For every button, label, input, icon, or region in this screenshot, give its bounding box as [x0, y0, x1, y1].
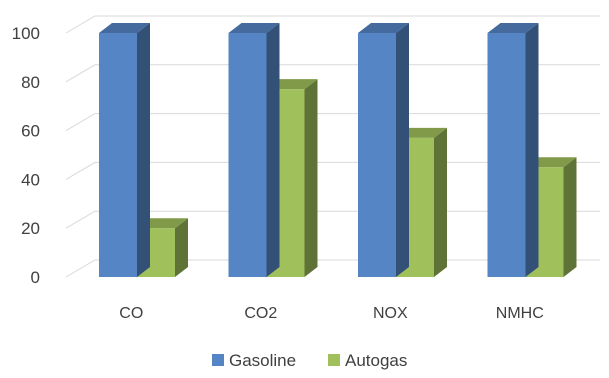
gridline: [65, 15, 600, 34]
axes: 0 20 40 60 80 100 CO CO2 NOX NMHC: [12, 24, 544, 322]
bar-side: [525, 23, 539, 277]
bar-side: [396, 23, 409, 277]
bar-front: [358, 33, 396, 277]
plot-area: [99, 23, 577, 278]
bar-side: [137, 23, 150, 277]
x-tick-label: NMHC: [496, 305, 544, 322]
bar-side: [434, 127, 447, 277]
bar-side: [304, 79, 318, 278]
legend-swatch: [328, 354, 340, 366]
legend: Gasoline Autogas: [212, 351, 407, 370]
bar-side: [175, 218, 188, 277]
bar-gasoline-co2: [228, 23, 280, 277]
y-tick-label: 80: [21, 73, 40, 92]
legend-label: Gasoline: [229, 351, 296, 370]
bar-front: [99, 33, 137, 277]
bar-top: [358, 23, 409, 33]
y-tick-label: 0: [31, 268, 40, 287]
bar-top: [487, 23, 539, 33]
legend-item-autogas: Autogas: [328, 351, 407, 370]
bar-front: [228, 33, 267, 277]
y-tick-label: 40: [21, 170, 40, 189]
bar-gasoline-nmhc: [487, 23, 539, 277]
legend-label: Autogas: [345, 351, 407, 370]
legend-item-gasoline: Gasoline: [212, 351, 296, 370]
legend-swatch: [212, 354, 224, 366]
bar-top: [228, 23, 280, 33]
x-tick-label: NOX: [373, 305, 408, 322]
y-tick-label: 20: [21, 219, 40, 238]
gridline: [65, 113, 600, 132]
bar-front: [487, 33, 526, 277]
gridline: [65, 64, 600, 83]
y-tick-label: 100: [12, 24, 40, 43]
bar-side: [266, 23, 280, 277]
bar-gasoline-co: [99, 23, 150, 277]
bar-side: [563, 157, 577, 277]
bar-top: [99, 23, 150, 33]
y-tick-label: 60: [21, 122, 40, 141]
bar-gasoline-nox: [358, 23, 409, 277]
x-tick-label: CO: [119, 305, 143, 322]
x-tick-label: CO2: [244, 305, 277, 322]
